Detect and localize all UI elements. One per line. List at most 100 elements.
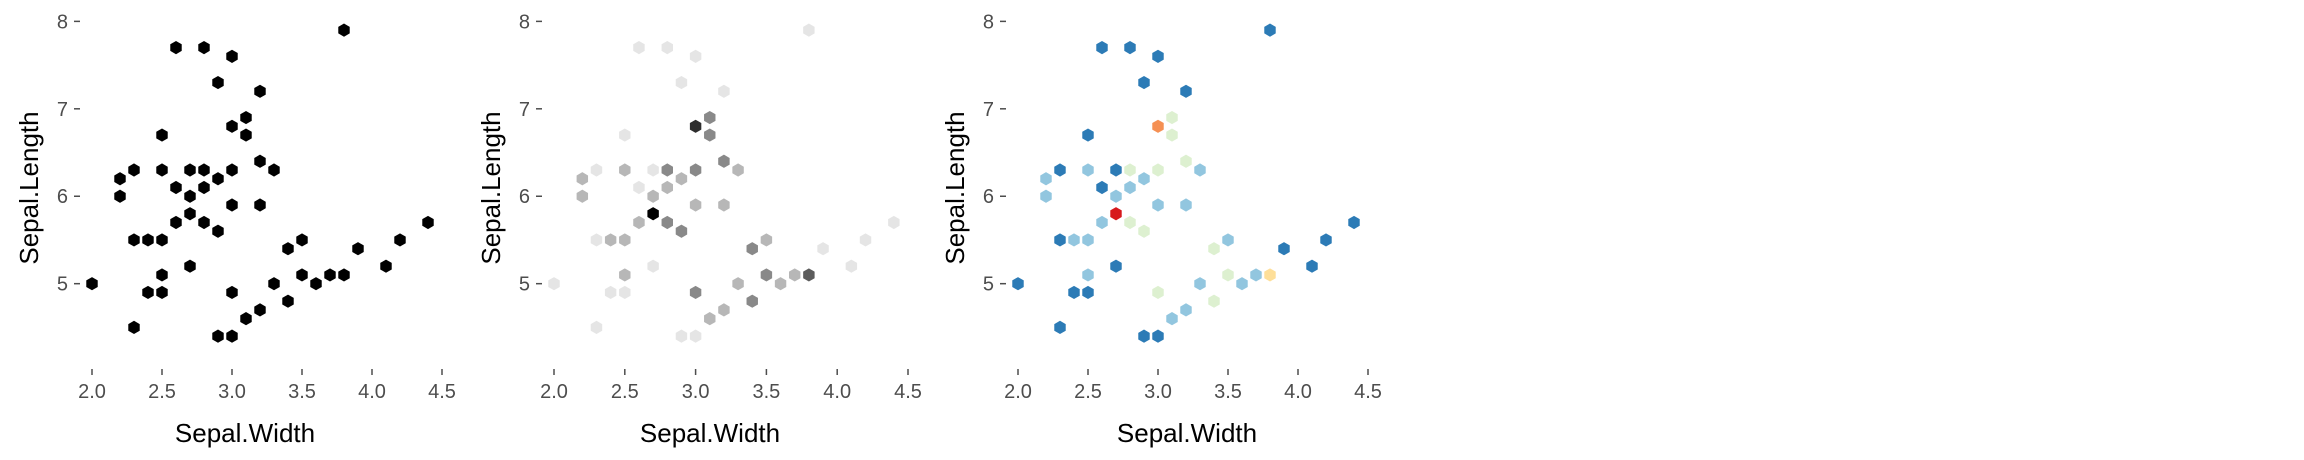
hex-bin	[422, 215, 434, 230]
hex-bin	[212, 329, 224, 343]
hex-bin	[1082, 285, 1094, 300]
hex-bin	[760, 268, 773, 282]
y-tick-label: 6	[519, 186, 530, 208]
y-tick-label: 5	[519, 274, 530, 296]
y-axis-title: Sepal.Length	[476, 111, 506, 264]
hex-bin	[689, 285, 702, 300]
hex-bin	[1110, 163, 1122, 177]
hex-bin	[240, 128, 252, 142]
hex-bin	[240, 312, 252, 326]
hex-bin	[310, 277, 322, 291]
hex-bin	[1138, 329, 1150, 343]
hex-bin	[803, 268, 815, 282]
hex-bin	[817, 242, 829, 256]
hex-bin	[689, 329, 702, 343]
y-tick-label: 7	[519, 99, 530, 121]
hex-bin	[1082, 268, 1094, 282]
hex-bin	[774, 277, 787, 291]
hex-bin	[170, 215, 182, 230]
hex-bin	[675, 224, 688, 238]
hex-bin	[675, 172, 688, 186]
y-tick-label: 7	[983, 99, 994, 121]
x-tick-label: 4.0	[358, 381, 386, 403]
hex-bin	[1096, 41, 1108, 55]
hex-bin	[548, 277, 560, 291]
hex-bin	[1180, 303, 1192, 317]
hex-bin	[156, 268, 168, 282]
hex-bin	[1152, 329, 1164, 343]
hex-bin	[254, 84, 266, 98]
hex-bin	[590, 320, 603, 334]
hex-bin	[746, 294, 758, 308]
hex-bin	[1166, 110, 1178, 125]
x-tick-label: 4.5	[894, 381, 922, 403]
hex-bin	[789, 268, 801, 282]
hex-bin	[1222, 268, 1234, 282]
hex-bin	[1278, 242, 1290, 256]
hex-bin	[1082, 233, 1094, 247]
y-axis-title: Sepal.Length	[14, 111, 44, 264]
hex-bin	[282, 242, 294, 256]
x-axis-title: Sepal.Width	[1117, 418, 1257, 448]
hex-bin	[1068, 285, 1080, 300]
hex-bin	[212, 75, 224, 90]
y-axis-title: Sepal.Length	[940, 111, 970, 264]
hex-bin	[1264, 268, 1276, 282]
x-tick-label: 4.0	[823, 381, 851, 403]
hex-bin	[647, 163, 659, 177]
hex-bin	[1180, 84, 1192, 98]
hex-bin	[170, 41, 182, 55]
y-tick-label: 8	[983, 11, 994, 33]
x-tick-label: 3.0	[1144, 381, 1172, 403]
hex-bin	[338, 268, 350, 282]
hex-bin	[1040, 172, 1052, 186]
hex-bin	[1040, 189, 1052, 203]
hex-bin	[661, 41, 673, 55]
hex-bin	[240, 110, 252, 125]
hex-bin	[1054, 320, 1066, 334]
hex-bin	[647, 259, 659, 273]
hex-bin	[268, 277, 280, 291]
hex-bin	[156, 285, 168, 300]
hex-bin	[888, 215, 900, 230]
hex-bin	[746, 242, 758, 256]
hex-bin	[142, 233, 154, 247]
hex-bin	[1138, 224, 1150, 238]
hex-bin	[156, 163, 168, 177]
chart-panel-2: 5 6 7 8 2.0 2.5 3.0 3.5 4.0 4.5 Sepal.Width Sepal.L…	[476, 11, 922, 448]
hex-bin	[689, 198, 702, 212]
hex-bin	[128, 163, 140, 177]
hex-bin	[619, 233, 631, 247]
hex-bin	[254, 303, 266, 317]
hex-bin	[675, 329, 688, 343]
hex-bin	[704, 312, 716, 326]
hex-bin	[1054, 233, 1066, 247]
hex-bin	[128, 233, 140, 247]
hex-bin	[1180, 154, 1192, 168]
hex-bin	[704, 128, 716, 142]
hex-bin	[1152, 119, 1164, 133]
hex-bin	[142, 285, 154, 300]
chart-panel-3: 5 6 7 8 2.0 2.5 3.0 3.5 4.0 4.5 Sepal.Width Sepal.L…	[940, 11, 1382, 448]
y-tick-label: 7	[57, 99, 68, 121]
hex-bin	[1348, 215, 1360, 230]
hex-bin	[1320, 233, 1332, 247]
hex-bin	[718, 154, 730, 168]
x-tick-label: 2.5	[611, 381, 639, 403]
hex-bin	[226, 329, 238, 343]
hex-bin	[1138, 172, 1150, 186]
hex-bin	[1138, 75, 1150, 90]
hex-bin	[226, 285, 238, 300]
hex-bin	[803, 23, 815, 37]
hex-bin	[604, 285, 617, 300]
hex-bin	[1096, 180, 1108, 195]
y-tick-label: 6	[983, 186, 994, 208]
hex-bin	[1152, 163, 1164, 177]
hex-bin	[324, 268, 336, 282]
hex-bin	[633, 41, 645, 55]
hex-bin	[296, 268, 308, 282]
hex-bin	[1082, 163, 1094, 177]
x-tick-label: 3.5	[752, 381, 780, 403]
hex-bin	[296, 233, 308, 247]
x-axis-title: Sepal.Width	[175, 418, 315, 448]
